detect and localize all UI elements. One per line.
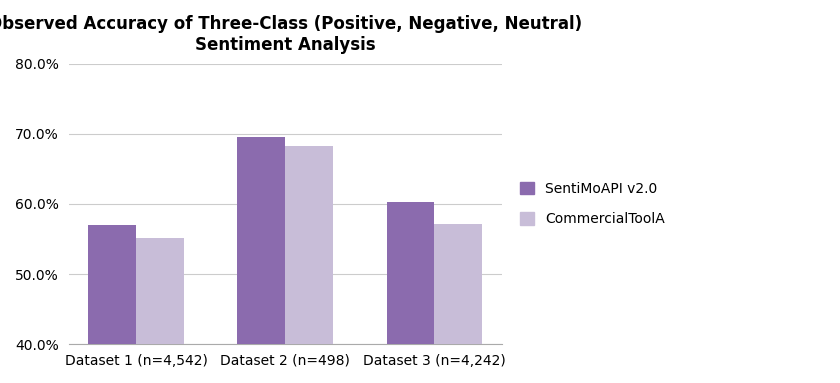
- Bar: [88, 225, 136, 383]
- Bar: [386, 202, 434, 383]
- Title: Observed Accuracy of Three-Class (Positive, Negative, Neutral)
Sentiment Analysi: Observed Accuracy of Three-Class (Positi…: [0, 15, 582, 54]
- Bar: [136, 238, 184, 383]
- Bar: [285, 146, 333, 383]
- Bar: [238, 137, 285, 383]
- Legend: SentiMoAPI v2.0, CommercialToolA: SentiMoAPI v2.0, CommercialToolA: [513, 175, 672, 233]
- Bar: [434, 224, 482, 383]
